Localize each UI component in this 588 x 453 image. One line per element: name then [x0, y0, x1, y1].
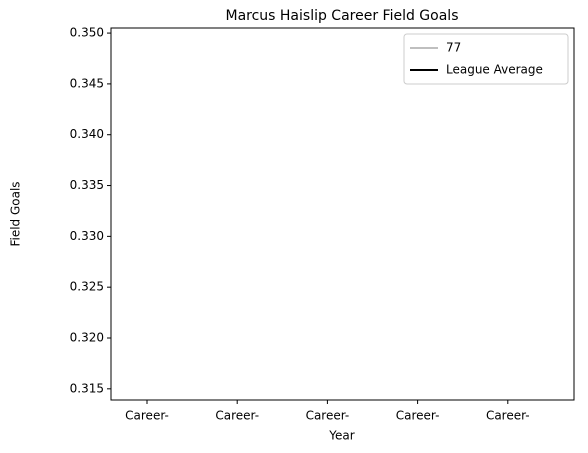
y-tick-label: 0.350	[70, 26, 104, 40]
y-tick-label: 0.330	[70, 229, 104, 243]
y-tick-label: 0.315	[70, 381, 104, 395]
chart-title: Marcus Haislip Career Field Goals	[225, 8, 458, 24]
y-tick-label: 0.320	[70, 331, 104, 345]
y-tick-label: 0.325	[70, 280, 104, 294]
x-tick-label: Career-	[215, 409, 259, 423]
legend-label: League Average	[446, 63, 543, 77]
x-tick-label: Career-	[306, 409, 350, 423]
x-tick-label: Career-	[396, 409, 440, 423]
plot-frame	[110, 27, 575, 401]
legend-box	[403, 33, 569, 85]
x-tick-label: Career-	[486, 409, 530, 423]
y-tick-label: 0.340	[70, 127, 104, 141]
y-tick-label: 0.335	[70, 178, 104, 192]
y-tick-label: 0.345	[70, 76, 104, 90]
x-axis-label: Year	[328, 429, 354, 443]
x-tick-label: Career-	[125, 409, 169, 423]
legend-label: 77	[446, 41, 461, 55]
y-axis-label: Field Goals	[9, 181, 23, 246]
